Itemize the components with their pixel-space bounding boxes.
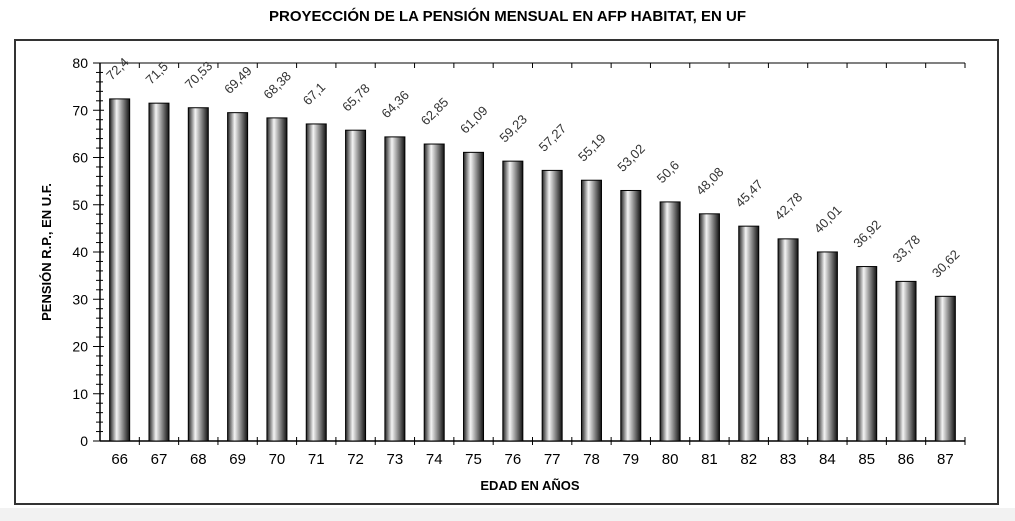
y-tick-label: 20 — [72, 339, 88, 355]
data-label: 61,09 — [457, 103, 491, 137]
data-label: 36,92 — [850, 217, 884, 251]
bar — [541, 169, 563, 442]
x-tick-label: 83 — [780, 451, 797, 468]
bar — [384, 136, 406, 442]
x-tick-label: 86 — [898, 451, 915, 468]
x-tick-label: 68 — [190, 451, 207, 468]
bar — [934, 295, 956, 442]
x-tick-label: 76 — [504, 451, 521, 468]
y-tick-label: 80 — [72, 55, 88, 71]
x-tick-label: 78 — [583, 451, 600, 468]
data-label: 33,78 — [890, 232, 924, 266]
x-tick-label: 73 — [387, 451, 404, 468]
x-tick-label: 69 — [229, 451, 246, 468]
data-label: 45,47 — [732, 177, 766, 211]
bar — [187, 107, 209, 442]
bar — [698, 213, 720, 442]
bar — [227, 112, 249, 442]
x-tick-label: 74 — [426, 451, 443, 468]
data-label: 57,27 — [536, 121, 570, 155]
y-tick-label: 40 — [72, 244, 88, 260]
x-tick-label: 82 — [740, 451, 757, 468]
x-axis-label: EDAD EN AÑOS — [480, 478, 580, 493]
y-tick-label: 50 — [72, 197, 88, 213]
y-tick-label: 30 — [72, 291, 88, 307]
data-label: 50,6 — [654, 158, 683, 187]
x-tick-label: 67 — [151, 451, 168, 468]
bar — [777, 238, 799, 442]
x-tick-label: 75 — [465, 451, 482, 468]
bar — [266, 117, 288, 442]
data-label: 65,78 — [339, 81, 373, 115]
bar — [816, 251, 838, 442]
bar — [423, 143, 445, 442]
x-tick-label: 85 — [858, 451, 875, 468]
x-tick-label: 80 — [662, 451, 679, 468]
data-label: 72,4 — [103, 55, 132, 84]
data-label: 55,19 — [575, 131, 609, 165]
data-label: 42,78 — [772, 189, 806, 223]
x-tick-label: 72 — [347, 451, 364, 468]
data-label: 59,23 — [496, 112, 530, 146]
x-tick-label: 70 — [269, 451, 286, 468]
data-label: 67,1 — [300, 80, 329, 109]
x-tick-label: 87 — [937, 451, 954, 468]
x-tick-label: 84 — [819, 451, 836, 468]
bar — [738, 225, 760, 442]
y-tick-label: 10 — [72, 386, 88, 402]
bar — [463, 151, 485, 442]
bar — [659, 201, 681, 442]
bottom-shadow — [0, 508, 1015, 521]
y-axis-label: PENSIÓN R.P., EN U.F. — [39, 183, 54, 321]
data-label: 48,08 — [693, 164, 727, 198]
bar — [620, 189, 642, 442]
bar — [580, 179, 602, 442]
data-label: 68,38 — [260, 68, 294, 102]
x-tick-label: 81 — [701, 451, 718, 468]
bar — [305, 123, 327, 442]
bar — [895, 280, 917, 442]
bar — [109, 98, 131, 442]
data-label: 53,02 — [614, 141, 648, 175]
bar — [345, 129, 367, 442]
data-label: 30,62 — [929, 247, 963, 281]
data-label: 64,36 — [378, 87, 412, 121]
x-tick-label: 66 — [111, 451, 128, 468]
data-label: 40,01 — [811, 202, 845, 236]
bar — [502, 160, 524, 442]
chart-frame — [14, 39, 999, 505]
y-tick-label: 60 — [72, 150, 88, 166]
bar — [148, 102, 170, 442]
y-tick-label: 70 — [72, 102, 88, 118]
data-label: 69,49 — [221, 63, 255, 97]
bar — [856, 266, 878, 442]
x-tick-label: 77 — [544, 451, 561, 468]
x-tick-label: 71 — [308, 451, 325, 468]
y-tick-label: 0 — [80, 433, 88, 449]
chart-title: PROYECCIÓN DE LA PENSIÓN MENSUAL EN AFP … — [269, 8, 746, 25]
data-label: 62,85 — [418, 95, 452, 129]
x-tick-label: 79 — [622, 451, 639, 468]
